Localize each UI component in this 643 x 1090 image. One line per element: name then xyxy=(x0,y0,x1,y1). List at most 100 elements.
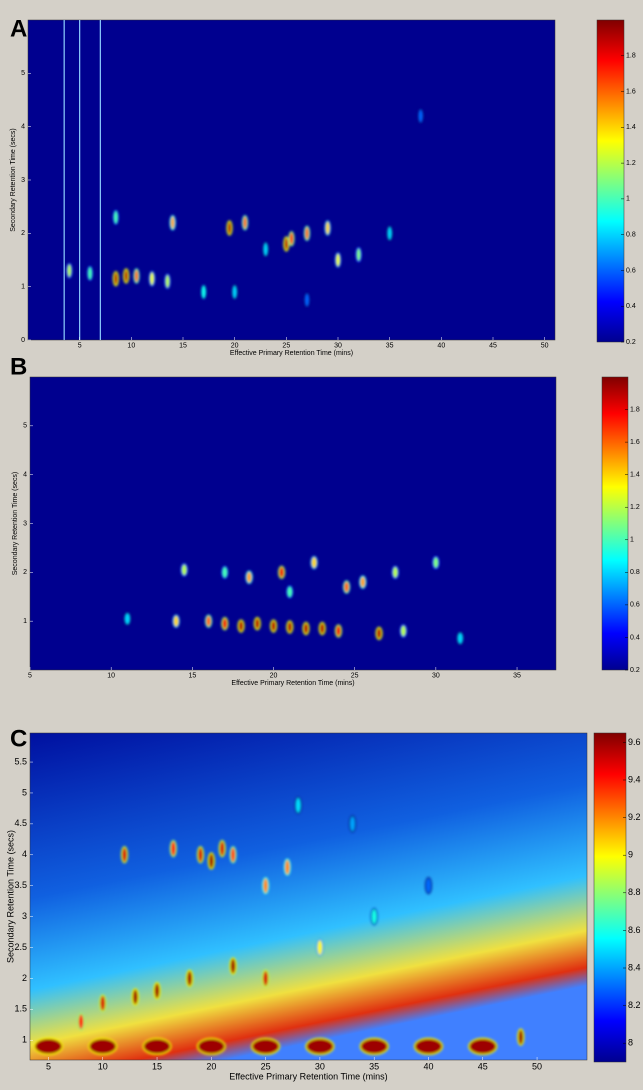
peak xyxy=(303,225,311,241)
peak xyxy=(123,268,130,284)
peak xyxy=(310,555,318,570)
peak xyxy=(334,624,343,638)
x-tick-label: 15 xyxy=(188,672,196,679)
peak xyxy=(348,815,357,833)
peak xyxy=(172,614,180,628)
peak xyxy=(204,614,213,628)
peak xyxy=(229,846,237,864)
colorbar-tick-label: 9.6 xyxy=(628,737,641,747)
y-tick-label: 3 xyxy=(21,177,25,184)
x-axis-label: Effective Primary Retention Time (mins) xyxy=(230,350,353,357)
colorbar-tick-label: 1.8 xyxy=(626,53,636,60)
colorbar xyxy=(593,732,627,1063)
x-tick-label: 30 xyxy=(315,1062,325,1072)
colorbar-tick-label: 8.4 xyxy=(628,962,641,972)
peak xyxy=(517,1028,525,1046)
peak xyxy=(180,563,188,577)
peak xyxy=(131,988,139,1006)
peak xyxy=(305,1037,335,1056)
peak xyxy=(359,575,367,589)
plot-area xyxy=(29,376,557,671)
y-axis-label: Secondary Retention Time (secs) xyxy=(10,128,17,232)
peak xyxy=(283,236,290,252)
colorbar-tick-label: 8.6 xyxy=(628,925,641,935)
colorbar-tick-label: 1.6 xyxy=(630,439,640,446)
y-tick-label: 1.5 xyxy=(14,1004,27,1014)
colorbar-tick-label: 1.4 xyxy=(630,472,640,479)
colorbar-tick-label: 0.6 xyxy=(630,602,640,609)
peak xyxy=(318,621,326,636)
peak xyxy=(375,626,383,640)
peak xyxy=(241,215,249,231)
panel-label: B xyxy=(10,353,27,380)
y-tick-label: 2 xyxy=(22,973,27,983)
x-tick-label: 10 xyxy=(127,342,135,349)
peak xyxy=(196,846,205,864)
peak xyxy=(148,271,156,287)
colorbar-tick-label: 0.2 xyxy=(630,667,640,674)
x-tick-label: 45 xyxy=(489,342,497,349)
peak xyxy=(302,621,310,636)
peak xyxy=(237,619,245,633)
peak xyxy=(221,565,229,579)
peak xyxy=(123,612,132,626)
y-tick-label: 5 xyxy=(22,787,27,797)
colorbar-tick-label: 0.6 xyxy=(626,267,636,274)
peak xyxy=(391,565,399,579)
colorbar-tick-label: 9.4 xyxy=(628,774,641,784)
y-tick-label: 3.5 xyxy=(14,880,27,890)
peak xyxy=(269,619,278,633)
x-tick-label: 25 xyxy=(261,1062,271,1072)
colorbar-tick-label: 1.4 xyxy=(626,124,636,131)
colorbar xyxy=(601,376,629,671)
y-tick-label: 4 xyxy=(22,849,27,859)
peak xyxy=(229,957,237,975)
peak xyxy=(112,209,119,225)
colorbar-tick-label: 8.2 xyxy=(628,1000,641,1010)
peak xyxy=(456,631,464,645)
peak xyxy=(303,292,311,308)
y-tick-label: 1 xyxy=(23,618,27,625)
x-tick-label: 15 xyxy=(179,342,187,349)
peak xyxy=(468,1037,498,1056)
peak xyxy=(231,284,238,300)
colorbar-tick-label: 0.2 xyxy=(626,339,636,346)
panel-label: C xyxy=(10,725,27,752)
colorbar-tick-label: 1.2 xyxy=(626,160,636,167)
x-tick-label: 50 xyxy=(532,1062,542,1072)
y-tick-label: 2 xyxy=(23,569,27,576)
y-tick-label: 1 xyxy=(22,1035,27,1045)
y-axis-label: Secondary Retention Time (secs) xyxy=(5,830,15,963)
colorbar-tick-label: 9.2 xyxy=(628,812,641,822)
plot-area xyxy=(27,19,556,341)
peak xyxy=(359,1037,389,1056)
colorbar-tick-label: 9 xyxy=(628,850,633,860)
peaks xyxy=(123,555,464,645)
x-tick-label: 5 xyxy=(78,342,82,349)
peak xyxy=(245,570,253,584)
peak xyxy=(283,858,291,876)
colorbar-tick-label: 8 xyxy=(628,1038,633,1048)
peak xyxy=(355,247,362,263)
peak xyxy=(99,994,107,1012)
colorbar-tick-label: 1.8 xyxy=(630,406,640,413)
colorbar xyxy=(596,19,625,343)
y-tick-label: 1 xyxy=(21,284,25,291)
y-tick-label: 2.5 xyxy=(14,942,27,952)
y-tick-label: 5 xyxy=(21,70,25,77)
x-tick-label: 40 xyxy=(437,342,445,349)
peak xyxy=(424,877,433,895)
peak xyxy=(77,1013,85,1031)
peak xyxy=(413,1037,444,1056)
peak xyxy=(370,907,378,926)
peak xyxy=(251,1037,281,1056)
peak xyxy=(66,263,73,279)
peak xyxy=(207,852,215,870)
x-tick-label: 30 xyxy=(432,672,440,679)
peak xyxy=(112,271,119,287)
y-tick-label: 4.5 xyxy=(14,818,27,828)
colorbar-tick-label: 8.8 xyxy=(628,887,641,897)
y-tick-label: 5.5 xyxy=(14,756,27,766)
x-tick-label: 35 xyxy=(513,672,521,679)
